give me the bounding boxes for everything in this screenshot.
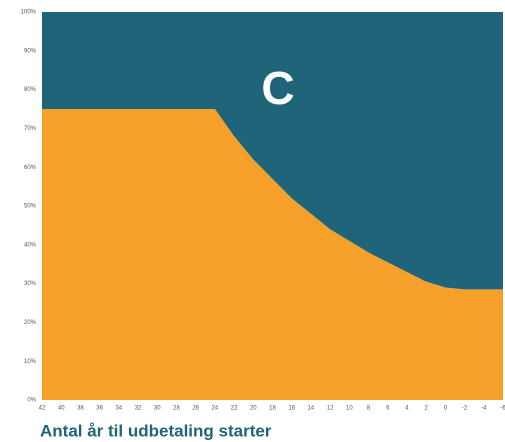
x-tick-label: 26: [192, 406, 199, 412]
y-tick-label: 90%: [24, 48, 37, 54]
x-tick-label: 2: [424, 406, 428, 412]
x-tick-label: 18: [269, 406, 276, 412]
x-tick-label: 42: [39, 406, 46, 412]
y-tick-label: 20%: [24, 320, 37, 326]
x-tick-label: 34: [115, 406, 122, 412]
x-tick-label: -4: [481, 406, 487, 412]
x-tick-label: 8: [367, 406, 371, 412]
x-tick-label: 0: [444, 406, 448, 412]
x-tick-label: 38: [77, 406, 84, 412]
y-tick-label: 100%: [21, 10, 37, 16]
y-tick-label: 0%: [27, 398, 36, 404]
y-tick-label: 40%: [24, 242, 37, 248]
x-tick-label: 32: [135, 406, 142, 412]
x-axis-label: Antal år til udbetaling starter: [40, 421, 272, 440]
x-tick-label: 24: [212, 406, 219, 412]
x-tick-label: 6: [386, 406, 390, 412]
x-tick-label: 40: [58, 406, 65, 412]
x-tick-label: 20: [250, 406, 257, 412]
y-tick-label: 80%: [24, 87, 37, 93]
y-tick-label: 50%: [24, 204, 37, 210]
x-tick-label: 12: [327, 406, 334, 412]
x-tick-label: 28: [173, 406, 180, 412]
x-tick-label: -6: [500, 406, 505, 412]
x-tick-label: 10: [346, 406, 353, 412]
x-tick-label: 22: [231, 406, 238, 412]
x-tick-label: -2: [462, 406, 468, 412]
x-tick-label: 4: [405, 406, 409, 412]
x-tick-label: 14: [308, 406, 315, 412]
x-tick-label: 36: [96, 406, 103, 412]
area: [42, 109, 503, 400]
y-tick-label: 10%: [24, 359, 37, 365]
annotation: C: [261, 62, 294, 114]
x-tick-label: 30: [154, 406, 161, 412]
y-tick-label: 30%: [24, 281, 37, 287]
x-tick-label: 16: [288, 406, 295, 412]
y-tick-label: 60%: [24, 165, 37, 171]
area: [42, 12, 503, 290]
y-tick-label: 70%: [24, 126, 37, 132]
